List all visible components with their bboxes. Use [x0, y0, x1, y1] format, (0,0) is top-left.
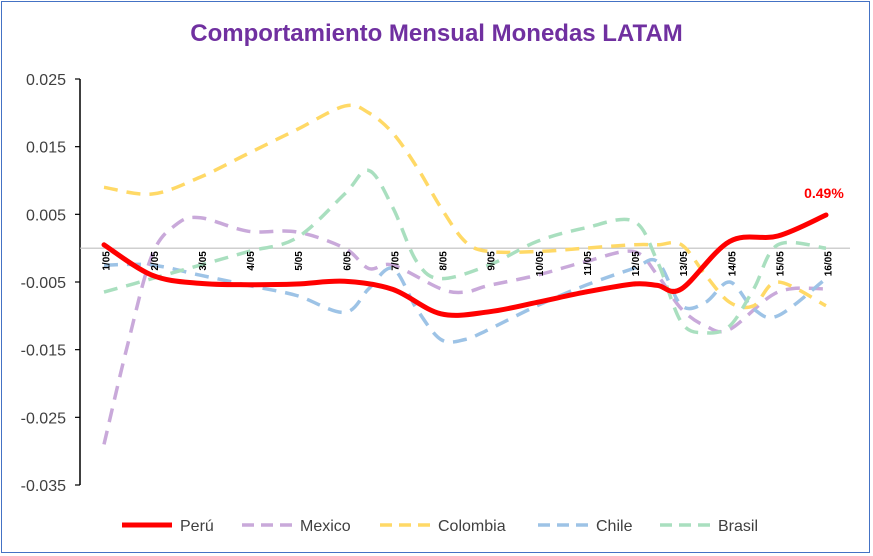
y-tick-label: 0.015: [26, 140, 66, 157]
x-tick-label: 8/05: [439, 251, 450, 271]
x-tick-label: 7/05: [390, 251, 401, 271]
x-tick-label: 13/05: [679, 251, 690, 276]
x-tick-label: 11/05: [583, 251, 594, 276]
y-tick-label: 0.025: [26, 72, 66, 89]
x-tick-label: 9/05: [487, 251, 498, 271]
x-tick-label: 2/05: [150, 251, 161, 271]
legend-label: Brasil: [718, 518, 758, 535]
legend-label: Chile: [596, 518, 633, 535]
legend-item: Chile: [538, 518, 633, 535]
y-tick-label: -0.005: [21, 275, 66, 292]
axes: 0.025 0.015 0.005 -0.005 -0.015 -0.025 -0.035: [21, 72, 850, 495]
legend-item: Mexico: [242, 518, 351, 535]
y-tick-label: 0.005: [26, 207, 66, 224]
x-tick-label: 6/05: [342, 251, 353, 271]
x-tick-label: 16/05: [824, 251, 835, 276]
legend-label: Mexico: [300, 518, 351, 535]
series-line-colombia: [103, 103, 827, 310]
series-line-brasil: [103, 168, 827, 335]
x-tick-label: 4/05: [246, 251, 257, 271]
series-layer: [101, 103, 829, 445]
annotations: 0.49%: [804, 185, 844, 201]
x-tick-label: 10/05: [535, 251, 546, 276]
series-line-mexico: [102, 215, 827, 445]
y-tick-label: -0.035: [21, 478, 66, 495]
chart-title: Comportamiento Mensual Monedas LATAM: [190, 20, 683, 47]
series-line-chile: [103, 257, 828, 344]
legend: Perú Mexico Colombia Chile Brasil: [122, 518, 758, 535]
x-tick-label: 5/05: [294, 251, 305, 271]
x-tick-label: 3/05: [198, 251, 209, 271]
x-tick-label: 1/05: [102, 251, 113, 271]
x-tick-label: 14/05: [727, 251, 738, 276]
x-tick-label: 15/05: [775, 251, 786, 276]
series-line-per: [101, 212, 829, 318]
legend-item: Perú: [122, 518, 214, 535]
x-tick-labels: 1/05 2/05 3/05 4/05 5/05 6/05 7/05 8/05 9/05 10/0…: [102, 251, 835, 276]
legend-item: Colombia: [380, 518, 506, 535]
data-label: 0.49%: [804, 185, 844, 201]
legend-label: Colombia: [438, 518, 506, 535]
x-tick-label: 12/05: [631, 251, 642, 276]
y-tick-label: -0.025: [21, 410, 66, 427]
legend-item: Brasil: [660, 518, 758, 535]
y-tick-label: -0.015: [21, 343, 66, 360]
legend-label: Perú: [180, 518, 214, 535]
